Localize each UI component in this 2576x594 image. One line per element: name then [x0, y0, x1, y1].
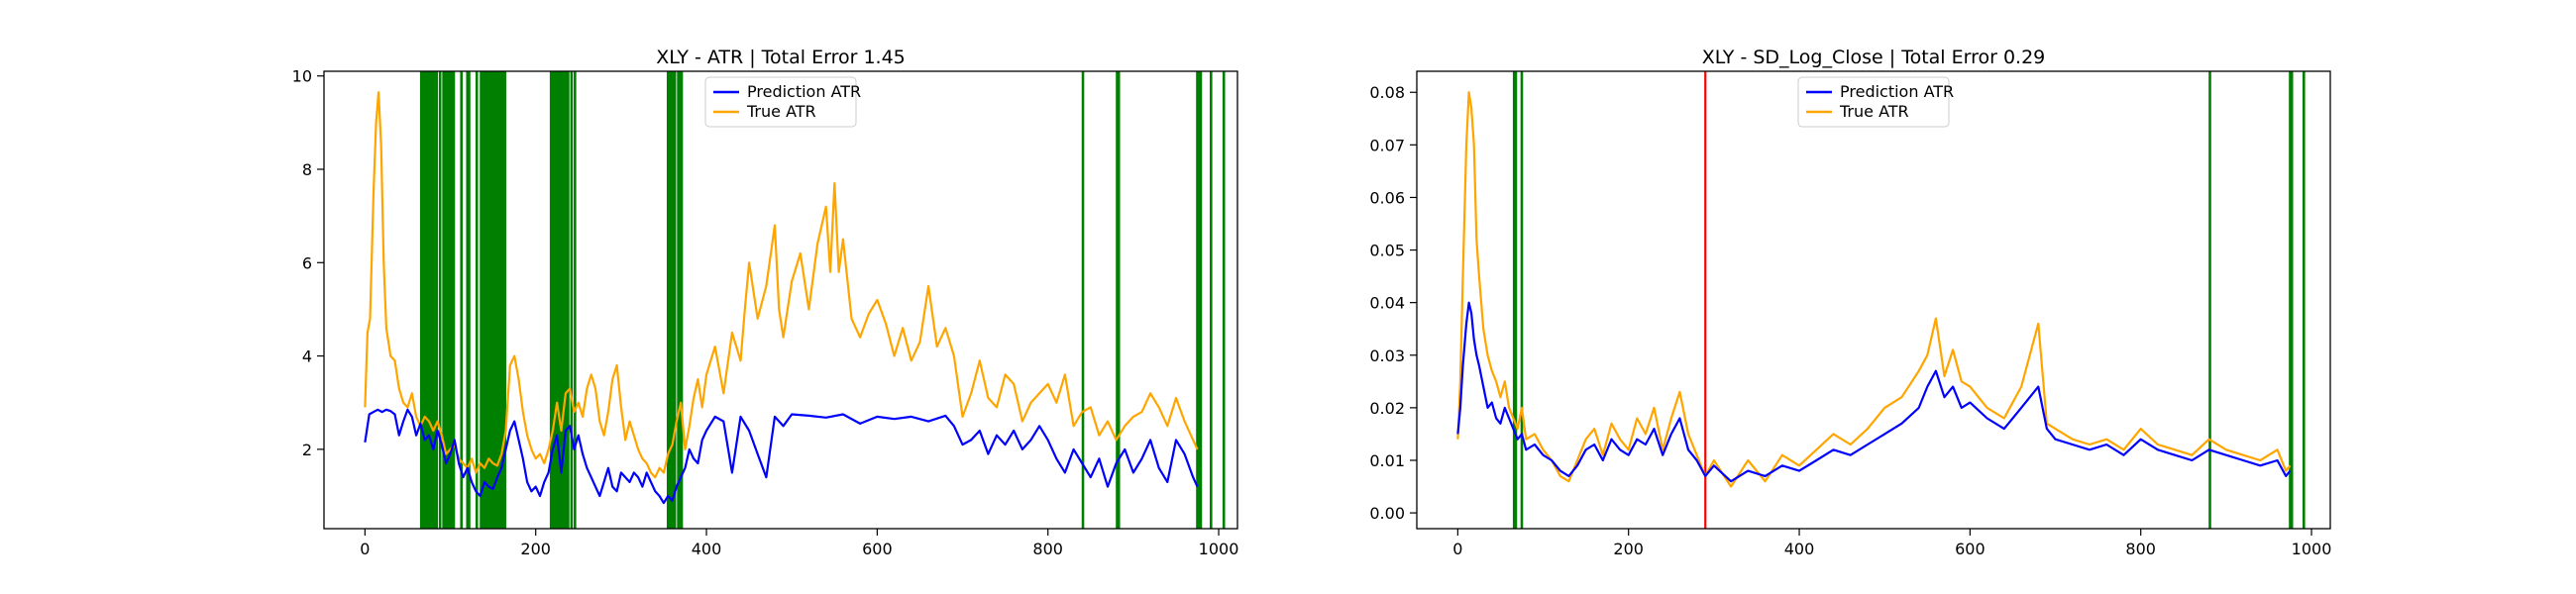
- legend-label: True ATR: [746, 102, 816, 121]
- axes-frame: [323, 70, 1238, 530]
- x-tick-label: 400: [692, 540, 722, 558]
- chart-title: XLY - ATR | Total Error 1.45: [656, 47, 906, 68]
- x-tick-label: 800: [2125, 540, 2156, 558]
- legend-box: [704, 76, 857, 128]
- legend-label: Prediction ATR: [1840, 82, 1954, 101]
- y-tick-label: 0.07: [1369, 136, 1405, 154]
- axes-frame: [1416, 70, 2331, 530]
- y-tick-label: 0.05: [1369, 242, 1405, 260]
- y-tick-label: 0.03: [1369, 346, 1405, 365]
- green-marker-lines: [1512, 71, 2306, 529]
- y-tick-label: 0.00: [1369, 504, 1405, 523]
- y-tick-label: 0.04: [1369, 294, 1405, 313]
- x-tick-label: 1000: [2292, 540, 2332, 558]
- x-tick-label: 0: [360, 540, 370, 558]
- x-tick-label: 0: [1452, 540, 1462, 558]
- y-tick-label: 8: [302, 160, 312, 179]
- x-tick-label: 200: [1613, 540, 1644, 558]
- x-tick-label: 600: [862, 540, 893, 558]
- x-tick-label: 1000: [1199, 540, 1239, 558]
- y-tick-label: 2: [302, 441, 312, 459]
- x-tick-label: 400: [1784, 540, 1815, 558]
- plot-area: [364, 71, 1226, 529]
- chart-atr: 0 200 400 600 800 1000 2 4 6 8 10 XLY - ATR | Total…: [292, 47, 1239, 558]
- legend-box: [1797, 76, 1950, 128]
- x-tick-label: 800: [1032, 540, 1063, 558]
- x-tick-label: 200: [520, 540, 551, 558]
- y-tick-label: 0.01: [1369, 451, 1405, 470]
- x-tick-label: 600: [1955, 540, 1986, 558]
- y-tick-label: 4: [302, 347, 312, 366]
- legend-label: True ATR: [1839, 102, 1909, 121]
- plot-area: [1456, 71, 2306, 529]
- legend-label: Prediction ATR: [747, 82, 861, 101]
- y-tick-label: 0.06: [1369, 188, 1405, 207]
- y-tick-label: 0.08: [1369, 83, 1405, 102]
- y-tick-label: 6: [302, 253, 312, 272]
- chart-sd-log-close: 0 200 400 600 800 1000 0.00 0.01 0.02 0.03 0.04 0.0…: [1369, 47, 2331, 558]
- series-line-prediction-atr: [1456, 301, 2292, 483]
- series-line-true-atr: [1456, 91, 2292, 488]
- y-tick-label: 0.02: [1369, 399, 1405, 418]
- series-line-prediction-atr: [364, 408, 1199, 505]
- y-tick-label: 10: [292, 67, 312, 86]
- chart-title: XLY - SD_Log_Close | Total Error 0.29: [1702, 47, 2046, 68]
